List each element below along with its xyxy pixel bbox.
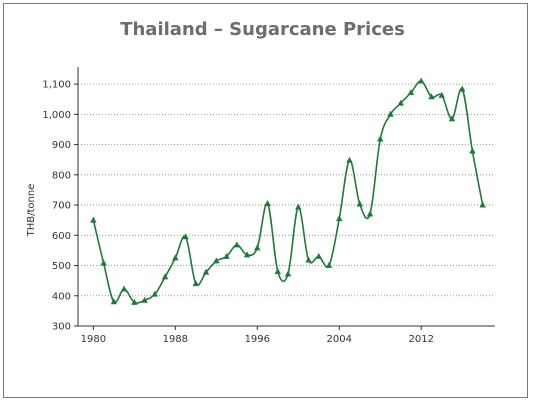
data-point (100, 259, 107, 266)
data-point (182, 233, 189, 240)
data-point (346, 156, 353, 163)
data-point (213, 257, 220, 264)
data-point (479, 201, 486, 208)
data-point (418, 77, 425, 84)
data-point (428, 93, 435, 100)
data-point (110, 298, 118, 305)
data-point (172, 254, 179, 261)
x-axis-ticks: 1980 1988 1996 2004 2012 (81, 326, 434, 345)
data-point (387, 110, 394, 117)
data-point (305, 256, 312, 263)
data-point (407, 88, 415, 95)
y-axis-ticks: 300 400 500 600 700 800 900 1,000 1,100 (42, 80, 78, 333)
data-point (131, 298, 138, 305)
data-point (243, 251, 251, 258)
data-point (233, 241, 241, 248)
data-point (438, 91, 445, 98)
data-point (469, 147, 476, 154)
data-point (315, 252, 322, 259)
data-point (295, 203, 302, 210)
x-tick-label: 1988 (163, 334, 188, 345)
y-tick-label: 800 (52, 170, 71, 181)
data-point (202, 268, 210, 275)
data-point (448, 115, 456, 122)
y-tick-label: 1,000 (42, 110, 71, 121)
data-point (356, 200, 363, 207)
y-tick-label: 1,100 (42, 80, 71, 91)
data-markers (90, 77, 486, 305)
chart-title: Thailand – Sugarcane Prices (120, 19, 405, 40)
data-point (264, 199, 271, 206)
data-point (366, 210, 374, 217)
data-point (192, 280, 200, 287)
x-tick-label: 2004 (327, 334, 352, 345)
data-point (325, 261, 333, 268)
data-point (274, 267, 281, 274)
y-tick-label: 500 (52, 261, 71, 272)
data-point (90, 216, 97, 223)
data-point (120, 285, 128, 292)
grid-lines (78, 83, 495, 297)
y-tick-label: 700 (52, 201, 71, 212)
data-point (161, 273, 169, 280)
data-point (151, 290, 159, 297)
y-tick-label: 900 (52, 140, 71, 151)
y-tick-label: 400 (52, 291, 71, 302)
data-point (223, 252, 230, 259)
data-point (459, 85, 466, 92)
data-point (397, 99, 404, 106)
y-tick-label: 300 (52, 322, 71, 333)
x-tick-label: 1980 (81, 334, 106, 345)
data-point (141, 296, 148, 303)
data-point (377, 135, 384, 142)
x-tick-label: 1996 (245, 334, 270, 345)
data-point (336, 215, 343, 222)
data-point (284, 270, 292, 277)
x-tick-label: 2012 (409, 334, 434, 345)
axes (77, 67, 495, 327)
y-axis-label: THB/tonne (26, 184, 37, 238)
chart-frame (3, 3, 528, 398)
data-point (254, 244, 261, 251)
y-tick-label: 600 (52, 231, 71, 242)
